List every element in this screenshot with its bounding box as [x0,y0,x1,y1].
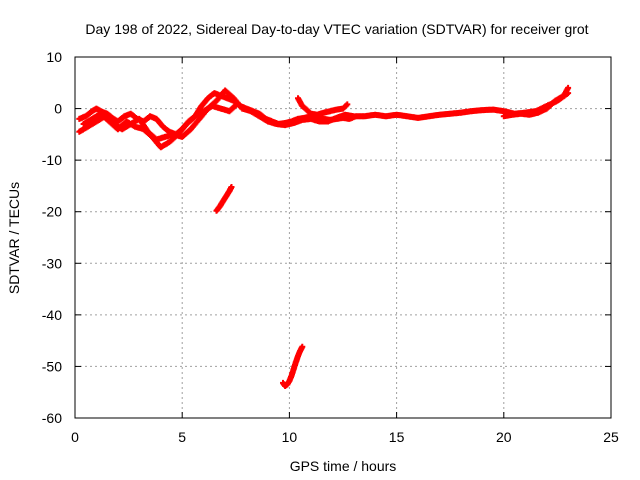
series-track-c [80,100,241,151]
series-track-d [295,95,351,118]
y-tick-label: -60 [42,410,62,426]
y-tick-label: -10 [42,152,62,168]
x-tick-label: 5 [178,429,186,445]
y-tick-label: -30 [42,255,62,271]
series-track-b [76,87,357,143]
y-tick-label: -40 [42,307,62,323]
data-point [344,101,351,108]
data-point [350,113,357,120]
data-point [299,343,306,350]
data-point [228,184,235,190]
x-axis-label: GPS time / hours [290,458,397,474]
data-point [234,100,241,107]
x-tick-label: 0 [71,429,79,445]
series-isolated-arc-2 [280,343,306,389]
chart-title: Day 198 of 2022, Sidereal Day-to-day VTE… [85,21,588,37]
y-tick-label: 10 [46,49,62,65]
data-point [565,84,572,91]
data-layer [76,84,572,389]
series-isolated-arc-1 [213,184,235,214]
x-tick-label: 20 [496,429,512,445]
x-tick-label: 25 [603,429,619,445]
y-tick-label: -20 [42,204,62,220]
y-axis-label: SDTVAR / TECUs [6,182,22,294]
x-tick-label: 10 [282,429,298,445]
x-tick-label: 15 [389,429,405,445]
y-tick-label: 0 [54,101,62,117]
plot-frame [74,56,612,419]
ticks: 0 5 10 15 20 25 10 0 -10 -20 -30 -40 -50 -60 [42,49,619,445]
series-track-e [500,84,572,120]
y-tick-label: -50 [42,358,62,374]
